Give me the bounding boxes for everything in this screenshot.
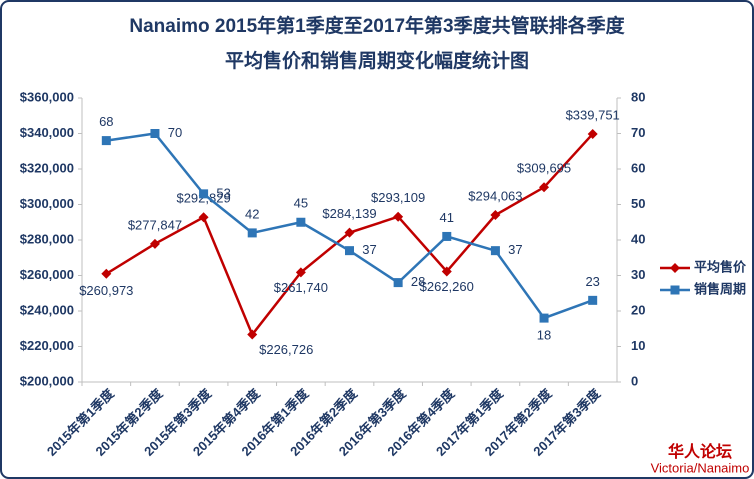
legend-marker bbox=[670, 285, 680, 295]
point-marker bbox=[442, 231, 452, 241]
data-label: 45 bbox=[294, 196, 308, 211]
point-marker bbox=[345, 246, 354, 256]
point-marker bbox=[441, 266, 452, 277]
brand-region: Victoria/Nanaimo bbox=[651, 460, 750, 475]
point-marker bbox=[247, 329, 258, 340]
data-label: 37 bbox=[362, 242, 376, 257]
y-tick-label: $200,000 bbox=[20, 373, 74, 388]
chart-subtitle: 平均售价和销售周期变化幅度统计图 bbox=[225, 49, 529, 72]
data-label: 37 bbox=[508, 242, 522, 257]
point-marker bbox=[588, 295, 598, 305]
data-label: 18 bbox=[537, 328, 551, 343]
data-label: $339,751 bbox=[566, 107, 620, 122]
y-tick-label: $300,000 bbox=[20, 196, 74, 211]
point-marker bbox=[490, 246, 500, 256]
data-label: $309,695 bbox=[517, 161, 571, 176]
data-label: $284,139 bbox=[322, 206, 376, 221]
y2-tick-label: 30 bbox=[631, 267, 645, 282]
y2-tick-label: 20 bbox=[631, 302, 645, 317]
y2-tick-label: 80 bbox=[631, 89, 645, 104]
legend-label: 平均售价 bbox=[694, 259, 747, 274]
point-marker bbox=[247, 228, 257, 238]
y-tick-label: $220,000 bbox=[20, 338, 74, 353]
point-marker bbox=[198, 212, 209, 223]
legend-label: 销售周期 bbox=[694, 281, 746, 296]
point-marker bbox=[101, 136, 111, 146]
y2-tick-label: 60 bbox=[631, 160, 645, 175]
data-label: $293,109 bbox=[371, 190, 425, 205]
y-tick-label: $320,000 bbox=[20, 160, 74, 175]
point-marker bbox=[539, 182, 550, 193]
y2-tick-label: 10 bbox=[631, 338, 645, 353]
point-marker bbox=[149, 238, 160, 249]
data-label: $262,260 bbox=[420, 279, 474, 294]
data-label: 70 bbox=[168, 125, 182, 140]
data-label: $294,063 bbox=[468, 188, 522, 203]
data-label: $261,740 bbox=[274, 280, 328, 295]
legend-marker bbox=[670, 263, 680, 273]
data-label: 23 bbox=[585, 274, 599, 289]
point-marker bbox=[199, 189, 209, 199]
data-label: 42 bbox=[245, 206, 259, 221]
point-marker bbox=[587, 128, 598, 139]
point-marker bbox=[393, 278, 403, 288]
data-label: 53 bbox=[216, 185, 230, 200]
point-marker bbox=[393, 211, 404, 222]
y2-tick-label: 70 bbox=[631, 125, 645, 140]
data-label: $260,973 bbox=[79, 283, 133, 298]
y-tick-label: $260,000 bbox=[20, 267, 74, 282]
point-marker bbox=[296, 217, 306, 227]
y2-tick-label: 50 bbox=[631, 196, 645, 211]
y2-tick-label: 0 bbox=[631, 373, 638, 388]
data-label: 68 bbox=[99, 114, 113, 129]
y-tick-label: $240,000 bbox=[20, 302, 74, 317]
data-label: 41 bbox=[440, 210, 454, 225]
point-marker bbox=[539, 313, 549, 323]
data-label: $277,847 bbox=[128, 217, 182, 232]
data-label: $226,726 bbox=[259, 342, 313, 357]
chart-title: Nanaimo 2015年第1季度至2017年第3季度共管联排各季度 bbox=[129, 14, 625, 37]
y-tick-label: $360,000 bbox=[20, 89, 74, 104]
point-marker bbox=[101, 268, 112, 279]
y-tick-label: $280,000 bbox=[20, 231, 74, 246]
point-marker bbox=[295, 267, 306, 278]
point-marker bbox=[490, 210, 501, 221]
y-tick-label: $340,000 bbox=[20, 125, 74, 140]
brand-forum: 华人论坛 bbox=[668, 442, 732, 461]
data-label: 28 bbox=[411, 274, 425, 289]
point-marker bbox=[150, 129, 160, 138]
y2-tick-label: 40 bbox=[631, 231, 645, 246]
point-marker bbox=[344, 227, 355, 238]
